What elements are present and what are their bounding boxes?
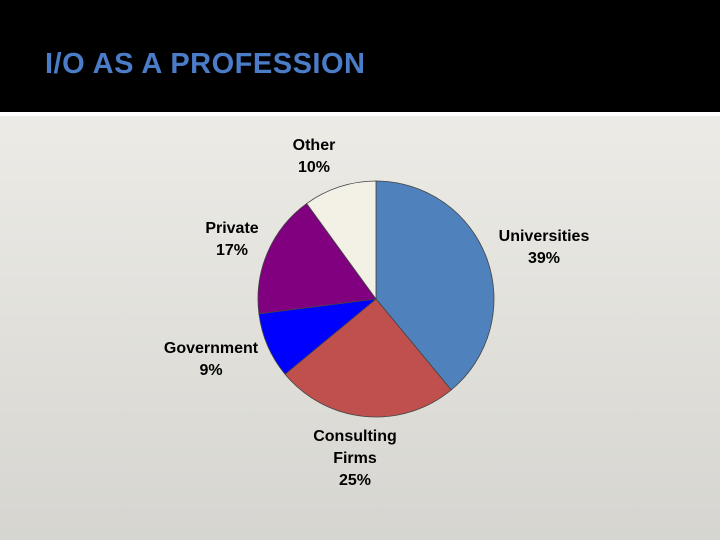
slice-label: Other 10% (254, 135, 374, 179)
value-label: 25% (338, 472, 372, 489)
value-label: 10% (297, 159, 331, 176)
slice-label: Consulting Firms 25% (295, 426, 415, 492)
pie-slice (284, 298, 452, 418)
slice-label: Private 17% (172, 218, 292, 262)
slice-label: Universities 39% (484, 226, 604, 270)
pie-slice (257, 202, 377, 315)
slide-title: I/O AS A PROFESSION (45, 48, 366, 80)
slice-label: Government 9% (151, 338, 271, 382)
category-label: Universities (498, 228, 590, 245)
value-label: 17% (215, 242, 249, 259)
category-label: Consulting Firms (313, 428, 397, 467)
header-band (0, 0, 720, 112)
pie-slice (375, 180, 495, 391)
category-label: Private (205, 220, 259, 237)
value-label: 39% (527, 250, 561, 267)
pie-slice (306, 180, 377, 301)
header-rule (0, 112, 720, 116)
category-label: Government (163, 340, 259, 357)
value-label: 9% (199, 362, 223, 379)
category-label: Other (292, 137, 336, 154)
